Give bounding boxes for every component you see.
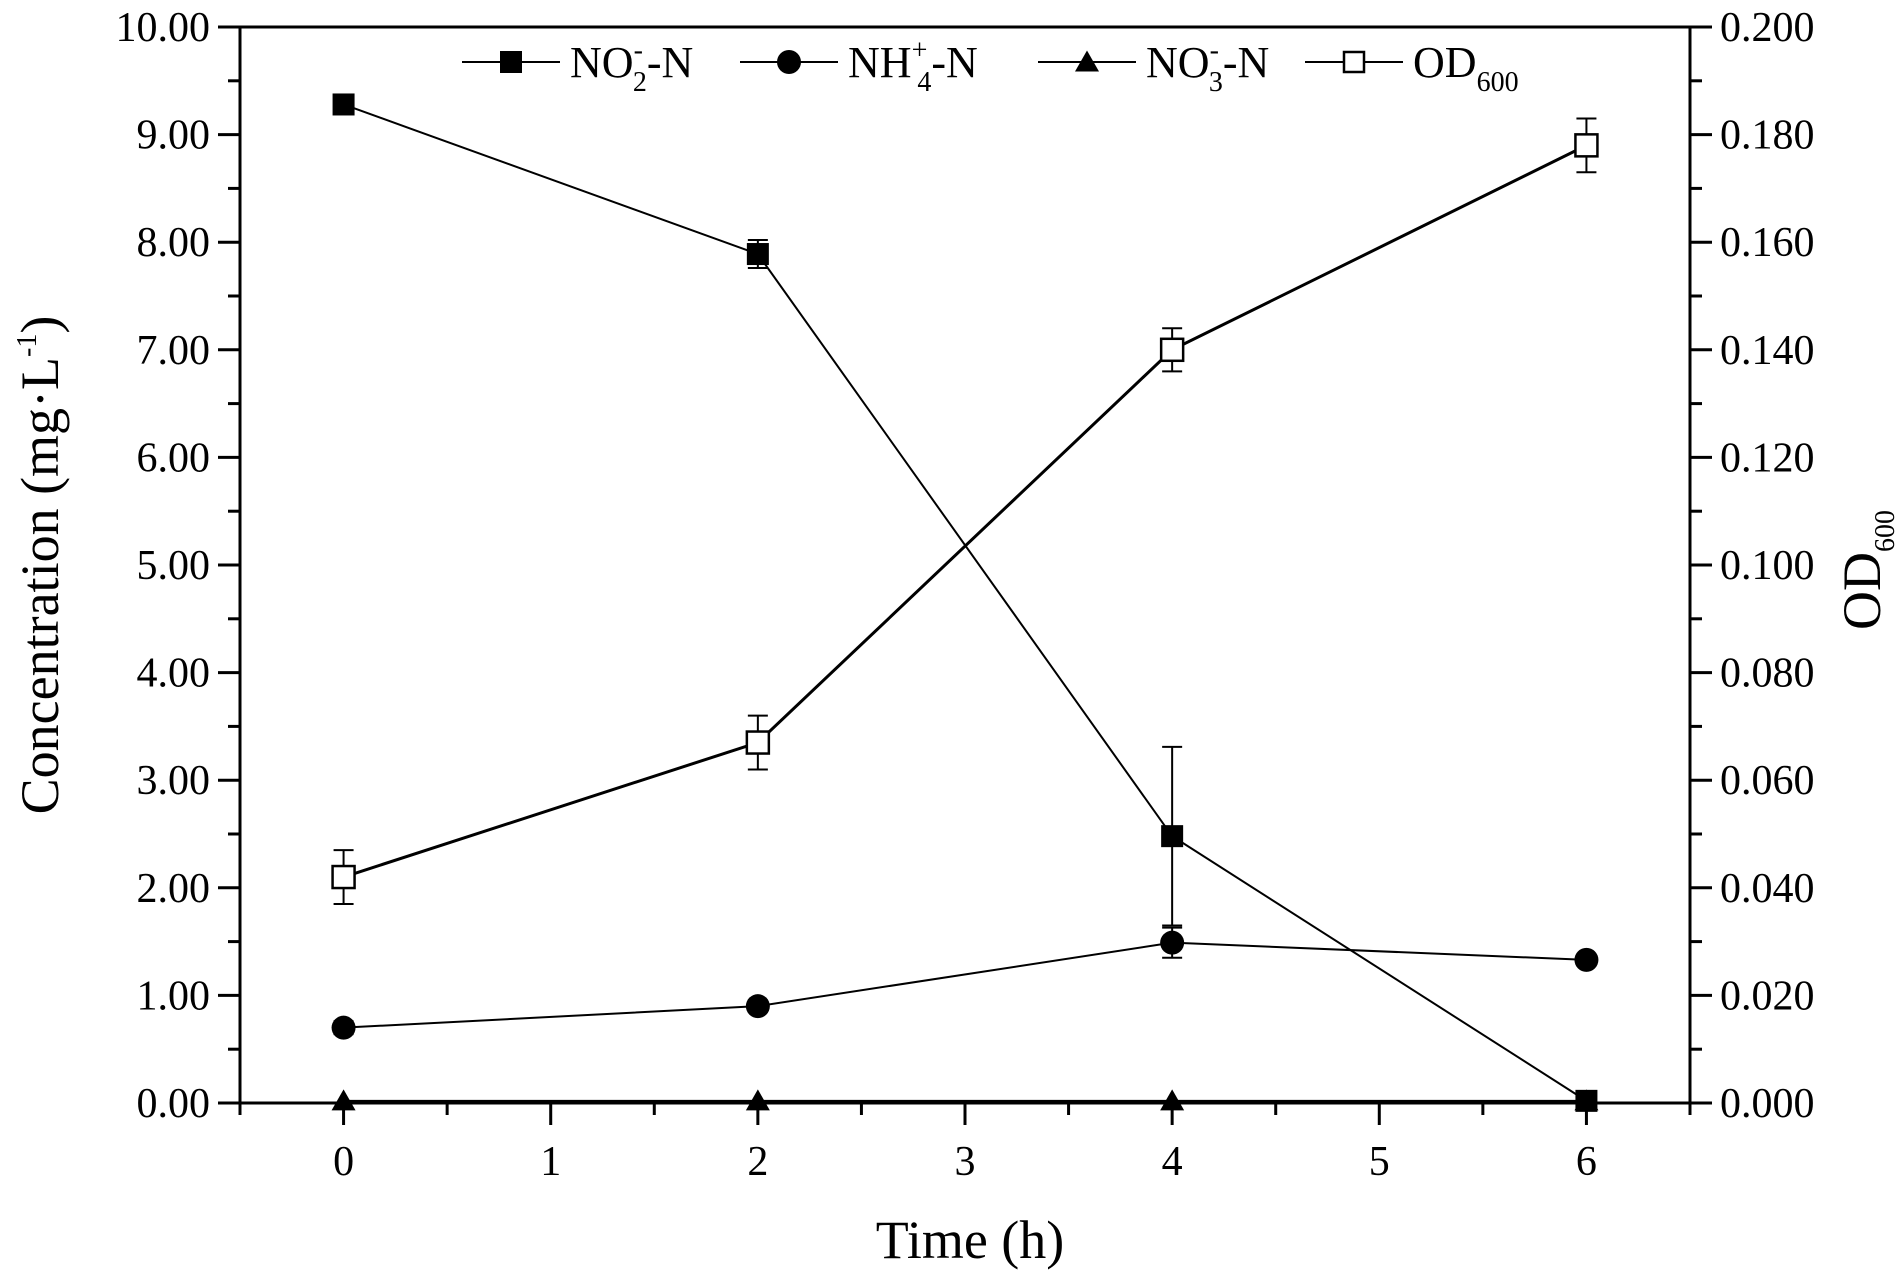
data-point <box>1160 930 1185 955</box>
x-tick-label: 2 <box>747 1139 768 1185</box>
data-point <box>745 730 771 755</box>
y-right-tick-label: 0.100 <box>1720 543 1815 589</box>
data-point <box>1574 947 1599 972</box>
y-right-tick-label: 0.140 <box>1720 328 1815 374</box>
legend-marker <box>500 51 522 73</box>
data-point <box>745 994 770 1019</box>
x-tick-label: 6 <box>1576 1139 1597 1185</box>
axes <box>218 25 1712 1125</box>
data-point <box>331 864 356 890</box>
y-right-tick-label: 0.040 <box>1720 866 1815 912</box>
legend-marker <box>1075 50 1099 72</box>
axis-labels: 0 1 2 3 4 5 6 0.00 1.00 2.00 3.00 4.00 5.00 6.00 7.00 8… <box>10 5 1901 1270</box>
y-right-tick-label: 0.200 <box>1720 5 1815 51</box>
data-point <box>1159 337 1185 363</box>
data-point <box>1161 825 1184 848</box>
x-tick-label: 4 <box>1162 1139 1183 1185</box>
series-markers <box>331 93 1599 1112</box>
y-left-tick-label: 8.00 <box>137 220 211 266</box>
data-point <box>745 1089 770 1111</box>
data-point <box>331 1089 356 1111</box>
legend-label: OD600 <box>1413 38 1519 98</box>
y-left-tick-label: 10.00 <box>116 5 211 51</box>
y-left-tick-label: 9.00 <box>137 113 211 159</box>
legend: NO-2-N NH+ 4-N NO-3-N OD600 <box>462 35 1519 98</box>
data-point <box>1574 133 1599 158</box>
y-right-tick-label: 0.000 <box>1720 1081 1815 1127</box>
series-line <box>343 941 1587 1029</box>
y-right-tick-label: 0.080 <box>1720 651 1815 697</box>
x-tick-label: 3 <box>955 1139 976 1185</box>
y-left-tick-label: 7.00 <box>137 328 211 374</box>
legend-label: NO-3-N <box>1146 35 1269 98</box>
data-point <box>331 1015 356 1040</box>
series-lines <box>343 103 1588 1102</box>
y-right-tick-label: 0.160 <box>1720 220 1815 266</box>
data-point <box>332 93 355 116</box>
y-left-tick-label: 3.00 <box>137 758 211 804</box>
data-point <box>1574 1089 1599 1111</box>
y-left-tick-label: 4.00 <box>137 651 211 697</box>
y-left-tick-label: 6.00 <box>137 435 211 481</box>
y-right-axis-title: OD600 <box>1832 510 1901 630</box>
y-left-tick-label: 0.00 <box>137 1081 211 1127</box>
y-right-tick-label: 0.180 <box>1720 113 1815 159</box>
x-tick-label: 1 <box>540 1139 561 1185</box>
legend-marker <box>1342 50 1366 74</box>
y-right-tick-label: 0.020 <box>1720 973 1815 1019</box>
x-tick-label: 0 <box>333 1139 354 1185</box>
y-left-axis-title: Concentration (mg·L-1) <box>10 316 70 815</box>
y-left-tick-label: 2.00 <box>137 866 211 912</box>
y-left-tick-label: 1.00 <box>137 973 211 1019</box>
series-line <box>343 144 1588 879</box>
y-right-tick-label: 0.120 <box>1720 435 1815 481</box>
legend-label: NH+ 4-N <box>848 35 978 98</box>
x-tick-label: 5 <box>1369 1139 1390 1185</box>
legend-marker <box>777 50 801 74</box>
y-left-tick-label: 5.00 <box>137 543 211 589</box>
legend-label: NO-2-N <box>570 35 693 98</box>
plot-frame <box>238 25 1692 1105</box>
data-point <box>746 243 769 266</box>
error-bars <box>333 99 1597 1036</box>
x-axis-title: Time (h) <box>876 1210 1065 1270</box>
data-point <box>1160 1089 1185 1111</box>
y-right-tick-label: 0.060 <box>1720 758 1815 804</box>
